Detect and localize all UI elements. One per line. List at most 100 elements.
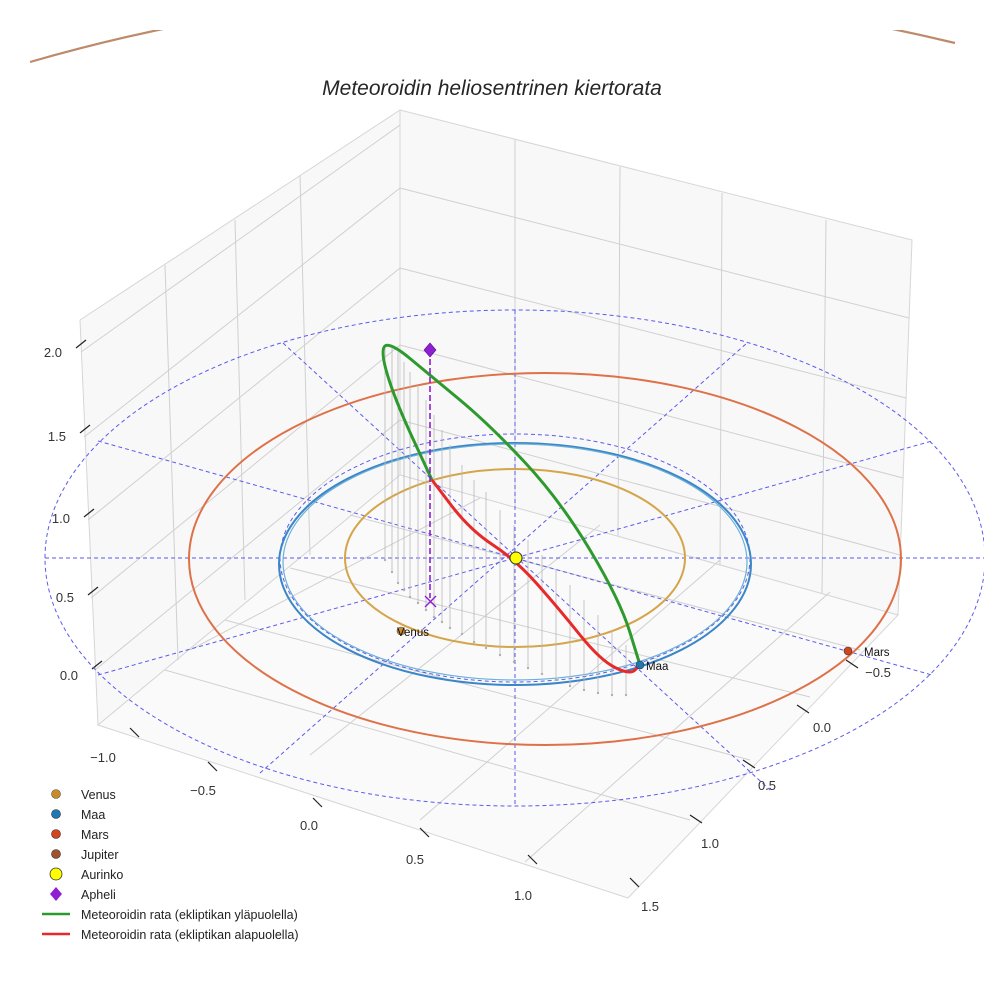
orbit-drop-foot <box>460 632 464 636</box>
legend-earth-swatch <box>51 809 61 819</box>
grid-line <box>617 166 621 537</box>
earth-orbit-inner <box>282 443 748 681</box>
sun-marker <box>509 551 523 565</box>
earth-orbit <box>278 442 752 686</box>
mars-label: Mars <box>864 647 890 659</box>
mars-orbit <box>188 372 902 746</box>
orbit-drop-foot <box>540 672 544 676</box>
x-tick-mark <box>312 797 323 808</box>
z-tick-label: 1.5 <box>48 429 66 444</box>
chart-title: Meteoroidin heliosentrinen kiertorata <box>322 77 662 100</box>
z-tick-mark <box>75 339 87 349</box>
legend-aphelion-swatch <box>50 887 62 901</box>
legend-mars-label: Mars <box>81 828 109 842</box>
aphelion-marker <box>423 342 437 358</box>
z-tick-mark <box>79 424 91 434</box>
orbit-drop-foot <box>472 640 476 644</box>
orbit-drop-foot <box>568 684 572 688</box>
grid-line <box>399 419 901 556</box>
meteoroid-orbit-above <box>381 343 642 666</box>
y-tick-label: 0.0 <box>813 720 831 735</box>
ecliptic-spoke <box>282 342 771 791</box>
orbit-drop-lines <box>383 345 628 697</box>
venus-orbit <box>344 468 686 648</box>
grid-line <box>189 497 481 651</box>
orbit-drop-foot <box>408 595 412 599</box>
x-tick-label: −0.5 <box>190 783 216 798</box>
y-tick-mark <box>845 659 859 669</box>
x-tick-mark <box>527 854 538 865</box>
legend-aphelion-label: Apheli <box>81 888 116 902</box>
ecliptic-spoke <box>97 440 933 676</box>
y-tick-mark <box>796 704 810 714</box>
legend-orbit-below-label: Meteoroidin rata (ekliptikan alapuolella… <box>81 928 298 942</box>
orbit-drop-foot <box>624 693 628 697</box>
grid-line <box>399 187 910 319</box>
orbit-drop-foot <box>610 693 614 697</box>
z-tick-label: 1.0 <box>52 511 70 526</box>
legend-orbit-above-label: Meteoroidin rata (ekliptikan yläpuolella… <box>81 908 298 922</box>
grid-line <box>234 219 246 601</box>
y-tick-mark <box>742 759 756 769</box>
legend-venus-swatch <box>51 789 61 799</box>
meteoroid-orbit-below <box>430 479 642 674</box>
grid-line <box>349 514 861 651</box>
venus-label: Venus <box>397 627 429 639</box>
mars-marker <box>843 646 853 656</box>
orbit-drop-foot <box>424 608 428 612</box>
ecliptic-spoke <box>259 342 748 774</box>
grid-line <box>164 264 179 661</box>
grid-line <box>821 219 827 594</box>
y-tick-label: 1.5 <box>641 899 659 914</box>
orbit-drop-foot <box>440 620 444 624</box>
grid-line <box>94 419 401 671</box>
legend-earth-label: Maa <box>81 808 105 822</box>
legend-venus-label: Venus <box>81 788 116 802</box>
orbit-drop-foot <box>448 626 452 630</box>
orbit-drop-foot <box>402 588 406 592</box>
grid-line <box>399 267 907 399</box>
grid-line <box>224 619 751 761</box>
ecliptic-spoke <box>97 440 933 676</box>
legend-sun-label: Aurinko <box>81 868 123 882</box>
x-tick-label: −1.0 <box>90 750 116 765</box>
orbit-drop-foot <box>432 615 436 619</box>
grid-line <box>399 344 904 479</box>
orbit-drop-foot <box>390 570 394 574</box>
grid-line <box>83 187 401 438</box>
earth-label: Maa <box>646 661 669 673</box>
z-tick-mark <box>87 586 99 596</box>
grid-line <box>419 559 721 821</box>
y-tick-label: 1.0 <box>701 836 719 851</box>
orbit-drop-foot <box>383 558 387 562</box>
legend-sun-swatch <box>49 867 63 881</box>
z-tick-label: 0.0 <box>60 668 78 683</box>
orbit-drop-foot <box>484 646 488 650</box>
legend-jupiter-swatch <box>51 849 61 859</box>
axis-tick-marks <box>75 339 859 888</box>
y-tick-mark <box>689 814 703 824</box>
orbit-drop-foot <box>596 691 600 695</box>
orbit-drop-foot <box>582 688 586 692</box>
orbit-drop-foot <box>526 666 530 670</box>
orbit-drop-foot <box>416 601 420 605</box>
x-tick-label: 0.5 <box>406 852 424 867</box>
orbit-drop-foot <box>554 678 558 682</box>
venus-marker <box>396 626 406 636</box>
legend-mars-swatch <box>51 829 61 839</box>
grid-line <box>289 567 811 698</box>
earth-marker <box>635 660 645 670</box>
orbit-drop-foot <box>396 581 400 585</box>
grid-line <box>87 267 401 521</box>
top-clip-band <box>0 0 984 30</box>
grid-line <box>299 174 311 556</box>
z-tick-mark <box>83 508 95 518</box>
grid-line <box>80 124 401 353</box>
y-tick-label: −0.5 <box>865 665 891 680</box>
grid-line <box>164 669 691 821</box>
legend: Venus Maa Mars Jupiter Aurinko Apheli Me… <box>42 788 298 942</box>
z-tick-label: 0.5 <box>56 590 74 605</box>
z-tick-label: 2.0 <box>44 345 62 360</box>
x-tick-mark <box>207 761 218 772</box>
legend-jupiter-label: Jupiter <box>81 848 119 862</box>
